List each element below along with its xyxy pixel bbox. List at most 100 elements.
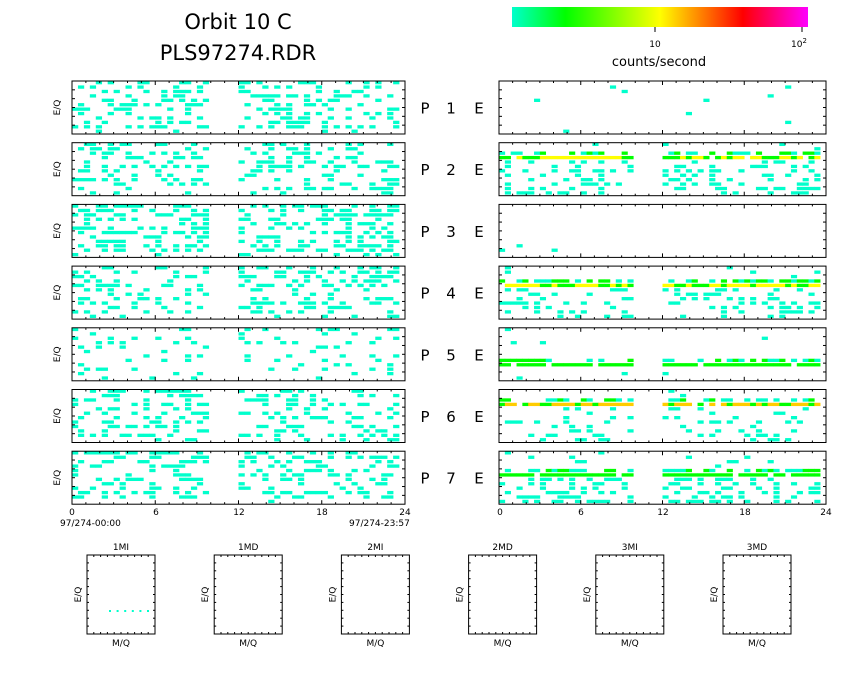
colorbar [512, 7, 808, 27]
heatmap-cell [143, 490, 150, 495]
heatmap-cell [333, 155, 340, 160]
heatmap-cell [155, 173, 162, 177]
heatmap-cell [744, 279, 751, 283]
y-axis-label: E/Q [74, 587, 84, 603]
heatmap-cell [125, 292, 132, 296]
heatmap-cell [592, 402, 599, 407]
panel-frame [498, 80, 827, 135]
heatmap-cell [107, 151, 114, 155]
heatmap-cell [327, 455, 334, 459]
heatmap-cell [790, 429, 798, 433]
heatmap-cell [179, 473, 186, 477]
heatmap-cell [83, 349, 91, 354]
heatmap-cell [574, 407, 582, 411]
heatmap-cell [333, 327, 340, 332]
heatmap-cell [77, 111, 85, 116]
heatmap-cell [262, 451, 269, 455]
heatmap-cell [357, 235, 364, 239]
x-tick-label: 18 [316, 508, 328, 518]
heatmap-cell [516, 473, 523, 477]
heatmap-cell [202, 230, 210, 235]
heatmap-cell [375, 482, 382, 486]
heatmap-cell [761, 398, 768, 402]
heatmap-cell [598, 283, 605, 288]
heatmap-cell [551, 169, 558, 173]
heatmap-cell [580, 182, 587, 186]
heatmap-cell [101, 178, 108, 182]
heatmap-cell [504, 402, 511, 407]
heatmap-cell [790, 164, 798, 169]
heatmap-cell [738, 297, 745, 301]
heatmap-cell [522, 402, 529, 407]
heatmap-cell [89, 274, 97, 279]
heatmap-cell [744, 499, 751, 504]
heatmap-cell [720, 486, 728, 490]
heatmap-cell [101, 301, 108, 305]
heatmap-cell [292, 455, 299, 459]
heatmap-cell [369, 464, 376, 468]
heatmap-cell [173, 341, 180, 345]
heatmap-cell [143, 407, 150, 411]
heatmap-cell [357, 173, 364, 177]
heatmap-cell [504, 490, 511, 495]
heatmap-cell [387, 314, 394, 318]
heatmap-cell [327, 173, 334, 177]
heatmap-cell [161, 402, 168, 407]
heatmap-cell [668, 155, 675, 160]
heatmap-cell [196, 169, 204, 173]
heatmap-cell [184, 288, 192, 292]
heatmap-cell [95, 283, 103, 288]
heatmap-cell [137, 85, 144, 89]
heatmap-cell [333, 98, 340, 102]
heatmap-cell [685, 486, 692, 490]
heatmap-cell [604, 499, 611, 504]
heatmap-cell [697, 433, 704, 437]
heatmap-cell [292, 292, 299, 296]
heatmap-cell [761, 155, 768, 160]
heatmap-cell [387, 182, 394, 186]
heatmap-cell [101, 367, 108, 371]
heatmap-cell [510, 341, 517, 345]
heatmap-cell [773, 468, 780, 473]
heatmap-cell [256, 125, 263, 129]
heatmap-cell [327, 147, 334, 151]
heatmap-cell [393, 424, 400, 429]
heatmap-cell [387, 235, 394, 239]
heatmap-cell [785, 279, 792, 283]
heatmap-cell [327, 433, 334, 437]
heatmap-cell [499, 169, 506, 173]
heatmap-cell [627, 468, 634, 473]
heatmap-cell [119, 486, 126, 490]
heatmap-cell [119, 204, 126, 208]
heatmap-cell [767, 297, 774, 301]
heatmap-cell [89, 389, 97, 393]
heatmap-cell [131, 367, 138, 371]
heatmap-cell [627, 297, 634, 301]
heatmap-cell [101, 164, 108, 169]
heatmap-cell [767, 305, 774, 310]
panel-frame [722, 554, 792, 635]
heatmap-cell [504, 398, 511, 402]
heatmap-cell [309, 402, 317, 407]
heatmap-cell [580, 468, 587, 473]
heatmap-cell [107, 393, 114, 398]
heatmap-cell [161, 151, 168, 155]
heatmap-cell [691, 160, 698, 164]
heatmap-cell [244, 305, 251, 310]
x-tick-label: 6 [153, 508, 159, 518]
heatmap-cell [790, 310, 798, 314]
heatmap-cell [557, 191, 564, 195]
heatmap-cell [303, 182, 311, 186]
heatmap-cell [184, 204, 192, 208]
x-axis-left: 0 6 12 18 24 97/274-00:00 97/274-23:57 [60, 508, 411, 529]
heatmap-cell [796, 155, 803, 160]
heatmap-cell [95, 407, 103, 411]
heatmap-cell [499, 398, 506, 402]
heatmap-cell [179, 477, 186, 482]
heatmap-cell [808, 468, 815, 473]
heatmap-cell [280, 416, 287, 420]
heatmap-cell [357, 270, 364, 274]
heatmap-cell [113, 305, 120, 310]
heatmap-cell [351, 482, 358, 486]
heatmap-cell [339, 244, 346, 248]
